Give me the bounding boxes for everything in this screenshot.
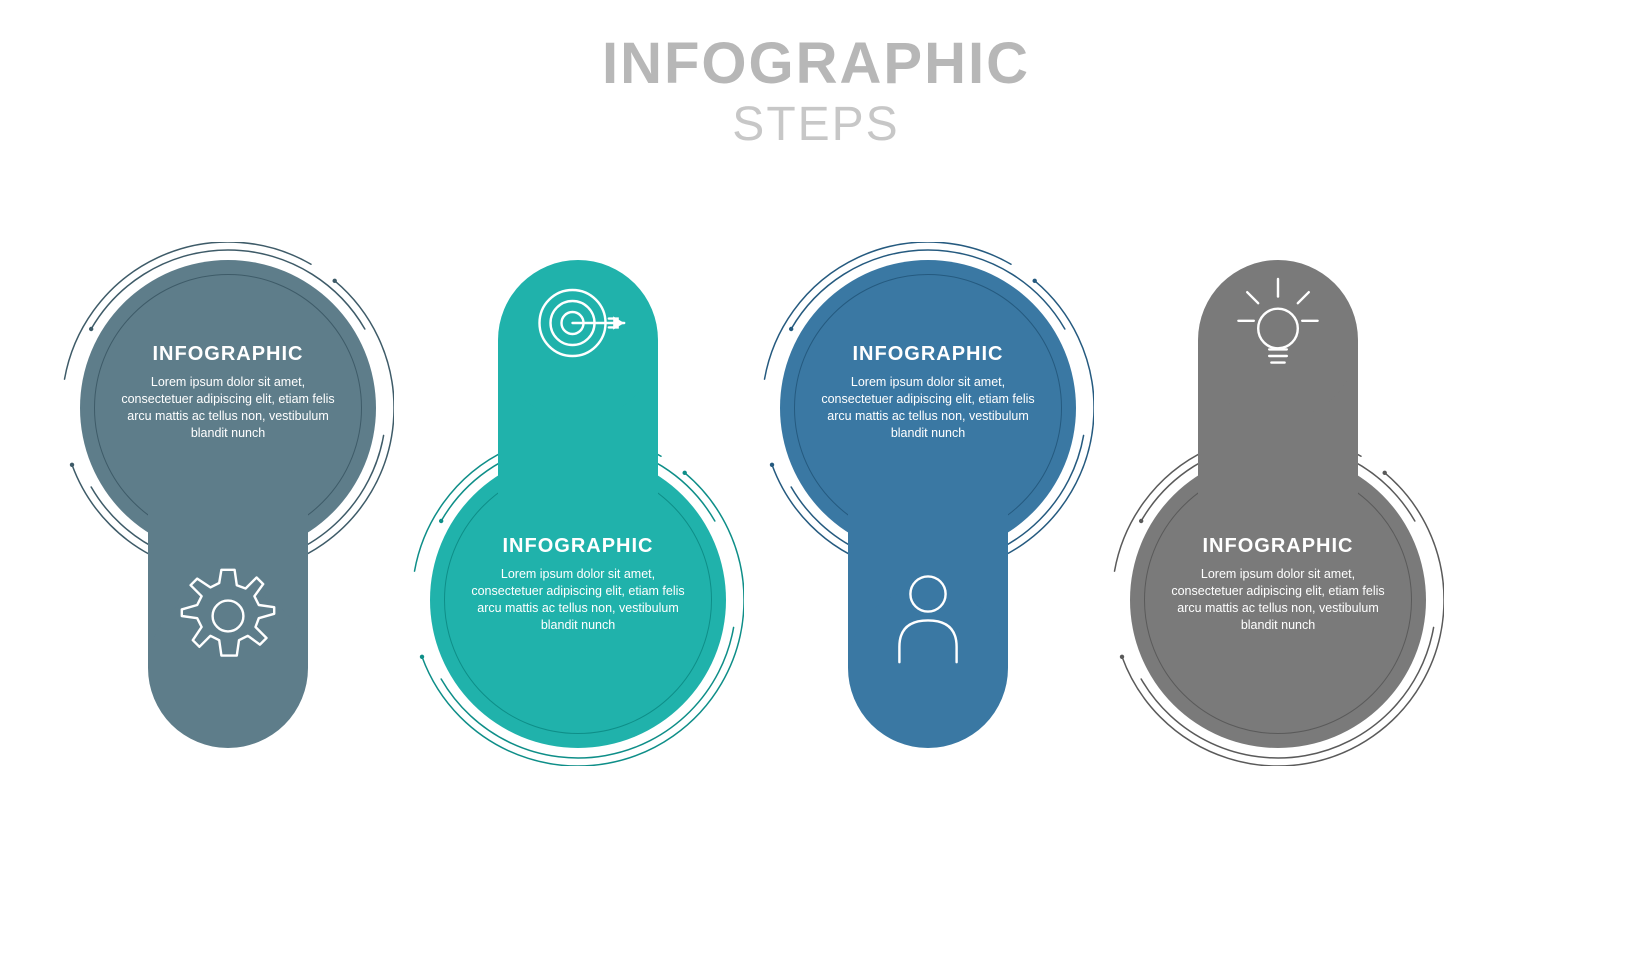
bulb-icon xyxy=(1223,268,1333,378)
step-3-body: Lorem ipsum dolor sit amet, consectetuer… xyxy=(815,374,1041,442)
step-4: INFOGRAPHIC Lorem ipsum dolor sit amet, c… xyxy=(1110,240,1446,916)
step-1-body: Lorem ipsum dolor sit amet, consectetuer… xyxy=(115,374,341,442)
infographic-stage: INFOGRAPHIC STEPS INFOGRAPHIC Lorem ipsum… xyxy=(0,0,1632,980)
step-4-heading: INFOGRAPHIC xyxy=(1165,535,1391,558)
title-line2: STEPS xyxy=(0,97,1632,152)
step-1-text: INFOGRAPHIC Lorem ipsum dolor sit amet, c… xyxy=(115,343,341,442)
step-2: INFOGRAPHIC Lorem ipsum dolor sit amet, c… xyxy=(410,240,746,916)
step-3: INFOGRAPHIC Lorem ipsum dolor sit amet, c… xyxy=(760,240,1096,916)
title-line1: INFOGRAPHIC xyxy=(0,30,1632,97)
step-2-body: Lorem ipsum dolor sit amet, consectetuer… xyxy=(465,566,691,634)
step-4-text: INFOGRAPHIC Lorem ipsum dolor sit amet, c… xyxy=(1165,535,1391,634)
gear-icon xyxy=(173,561,283,671)
step-2-text: INFOGRAPHIC Lorem ipsum dolor sit amet, c… xyxy=(465,535,691,634)
step-2-heading: INFOGRAPHIC xyxy=(465,535,691,558)
step-3-text: INFOGRAPHIC Lorem ipsum dolor sit amet, c… xyxy=(815,343,1041,442)
step-1-heading: INFOGRAPHIC xyxy=(115,343,341,366)
target-icon xyxy=(523,268,633,378)
step-3-heading: INFOGRAPHIC xyxy=(815,343,1041,366)
person-icon xyxy=(873,561,983,671)
title-block: INFOGRAPHIC STEPS xyxy=(0,30,1632,152)
step-4-body: Lorem ipsum dolor sit amet, consectetuer… xyxy=(1165,566,1391,634)
step-1: INFOGRAPHIC Lorem ipsum dolor sit amet, c… xyxy=(60,240,396,916)
